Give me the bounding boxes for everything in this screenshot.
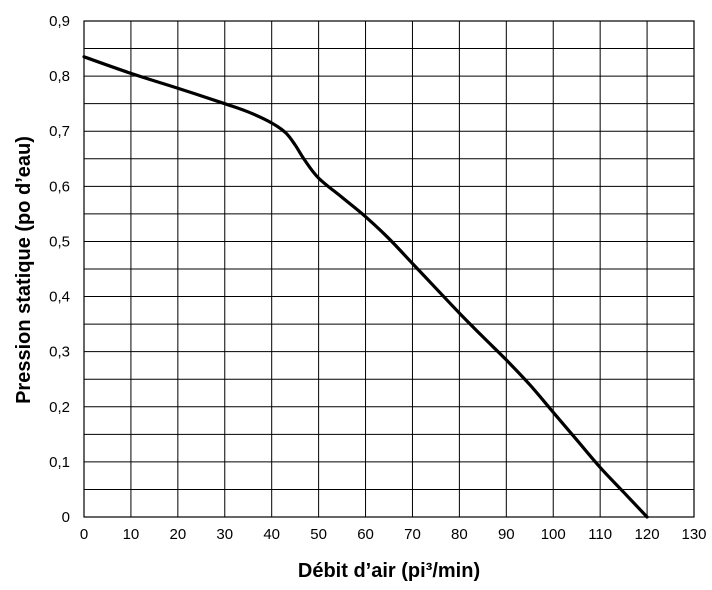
x-tick-label: 40 [263,526,280,543]
x-tick-label: 100 [541,526,566,543]
x-tick-label: 70 [404,526,421,543]
x-tick-label: 130 [681,526,706,543]
x-tick-label: 30 [216,526,233,543]
y-tick-label: 0,5 [49,233,70,250]
y-tick-labels: 0 0,1 0,2 0,3 0,4 0,5 0,6 0,7 0,8 0,9 [49,13,70,526]
x-tick-label: 10 [123,526,140,543]
x-tick-label: 50 [310,526,327,543]
y-tick-label: 0,6 [49,178,70,195]
x-tick-label: 120 [635,526,660,543]
x-tick-label: 60 [357,526,374,543]
y-tick-label: 0,2 [49,399,70,416]
x-tick-label: 20 [170,526,187,543]
y-tick-label: 0,3 [49,344,70,361]
series-layer [82,55,649,519]
x-tick-label: 90 [498,526,515,543]
y-tick-label: 0,7 [49,123,70,140]
x-tick-labels: 0 10 20 30 40 50 60 70 80 90 100 110 120 130 [80,526,707,543]
y-tick-label: 0,4 [49,289,70,306]
y-tick-label: 0 [62,509,70,526]
x-axis-title: Débit d’air (pi³/min) [298,560,480,582]
plot-frame [83,20,695,518]
y-tick-label: 0,8 [49,68,70,85]
y-axis-title: Pression statique (po d’eau) [13,136,35,404]
x-tick-label: 110 [588,526,612,543]
y-tick-label: 0,9 [49,13,70,30]
x-tick-label: 0 [80,526,88,543]
series-line [82,55,649,519]
grid [84,21,694,517]
y-tick-label: 0,1 [49,454,70,471]
axes [83,20,695,518]
x-tick-label: 80 [451,526,468,543]
